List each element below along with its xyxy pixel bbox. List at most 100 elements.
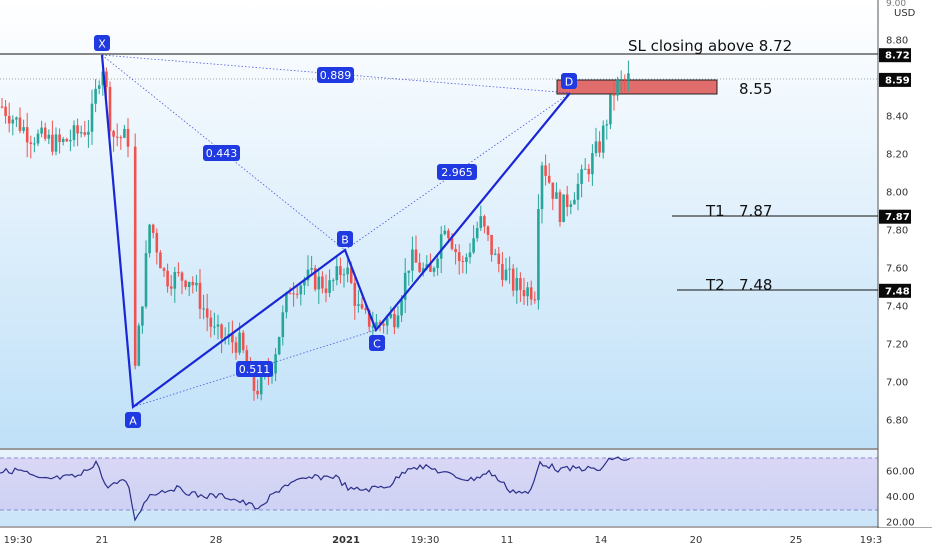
candle-body (411, 249, 414, 271)
candle-body (522, 289, 526, 297)
candle-body (371, 326, 375, 328)
ratio-label-2[interactable]: 2.965 (437, 164, 477, 180)
candle-body (288, 293, 292, 295)
price-tick-label: 8.40 (886, 112, 908, 123)
candle-body (623, 78, 627, 80)
rsi-pane[interactable] (0, 450, 878, 526)
price-axis[interactable] (879, 0, 932, 527)
point-x-text: X (98, 38, 106, 51)
candle-body (54, 134, 58, 152)
candle-body (382, 323, 385, 326)
candle-body (598, 141, 601, 153)
candle-body (483, 216, 486, 227)
candle-body (216, 324, 220, 327)
candle-body (537, 209, 540, 301)
ratio-text-2: 2.965 (441, 166, 473, 179)
point-d-label[interactable]: D (561, 73, 577, 89)
candle-body (562, 194, 565, 222)
candle-body (166, 270, 169, 287)
xabcd-pattern[interactable] (100, 54, 571, 410)
currency-label: USD (894, 8, 916, 19)
candle-body (256, 390, 259, 395)
candle-body (97, 85, 101, 89)
time-tick-label: 21 (96, 535, 109, 546)
entry-zone-text[interactable]: 8.55 (739, 80, 772, 98)
candle-body (591, 153, 594, 175)
price-tick-label: 7.00 (886, 378, 908, 389)
candle-body (33, 143, 36, 145)
candle-body (468, 252, 472, 258)
candle-body (425, 264, 429, 269)
target2-text[interactable]: T2 7.48 (705, 276, 772, 294)
candle-body (580, 169, 583, 184)
candle-body (108, 87, 112, 132)
candle-body (551, 182, 555, 199)
time-tick-label: 20 (690, 535, 703, 546)
candle-body (457, 252, 461, 262)
candle-body (612, 94, 616, 96)
candle-body (497, 253, 501, 264)
candle-body (447, 230, 450, 239)
candle-body (155, 232, 159, 253)
candle-body (353, 282, 357, 306)
price-badge-bg (879, 72, 911, 87)
candle-body (29, 142, 33, 144)
candle-body (213, 326, 216, 328)
ratio-text-0: 0.889 (320, 69, 352, 82)
candle-body (252, 366, 256, 391)
candle-body (83, 132, 87, 135)
time-tick-label: 28 (210, 535, 223, 546)
candle-body (69, 139, 72, 142)
candle-body (11, 119, 15, 124)
candle-body (601, 125, 605, 153)
candle-body (443, 230, 447, 235)
candle-body (526, 287, 529, 297)
candle-body (310, 268, 313, 270)
price-tick-label: 7.20 (886, 340, 908, 351)
point-x-label[interactable]: X (94, 35, 110, 51)
candle-body (432, 268, 436, 272)
point-c-label[interactable]: C (369, 335, 385, 351)
candle-body (238, 332, 241, 353)
price-tick-label: 7.40 (886, 302, 908, 313)
ratio-label-0[interactable]: 0.889 (317, 67, 354, 83)
candle-body (209, 317, 213, 327)
candle-body (43, 127, 47, 139)
candle-body (25, 127, 29, 143)
candle-body (79, 132, 83, 134)
candle-body (519, 278, 522, 290)
point-b-label[interactable]: B (337, 231, 353, 247)
stop-loss-text[interactable]: SL closing above 8.72 (628, 37, 792, 55)
price-pane[interactable] (0, 0, 878, 448)
candle-body (389, 313, 393, 318)
candle-body (324, 288, 328, 293)
candle-body (454, 248, 457, 253)
point-a-label[interactable]: A (125, 412, 141, 428)
candle-body (292, 293, 295, 295)
candle-body (22, 127, 25, 131)
time-axis[interactable] (0, 528, 932, 550)
candle-body (619, 78, 623, 80)
candle-body (151, 224, 155, 233)
candle-body (403, 272, 407, 300)
candle-body (90, 103, 94, 132)
entry-zone-box[interactable] (556, 79, 718, 95)
candle-body (515, 278, 519, 291)
x-b-dotted-line (101, 54, 346, 251)
price-tick-label: 7.80 (886, 226, 908, 237)
target1-text[interactable]: T1 7.87 (705, 202, 772, 220)
candle-body (119, 137, 123, 139)
ratio-label-1[interactable]: 0.443 (203, 145, 240, 161)
price-badge-label: 8.72 (885, 51, 910, 62)
price-badge-label: 8.59 (885, 75, 910, 86)
candle-body (479, 216, 483, 228)
candle-body (472, 238, 475, 253)
price-badge-label: 7.87 (885, 212, 910, 223)
candle-body (61, 138, 65, 143)
candle-body (115, 136, 119, 138)
price-badge-bg (879, 209, 911, 224)
candle-body (15, 117, 18, 120)
ratio-label-3[interactable]: 0.511 (236, 361, 273, 377)
candle-body (133, 146, 137, 366)
